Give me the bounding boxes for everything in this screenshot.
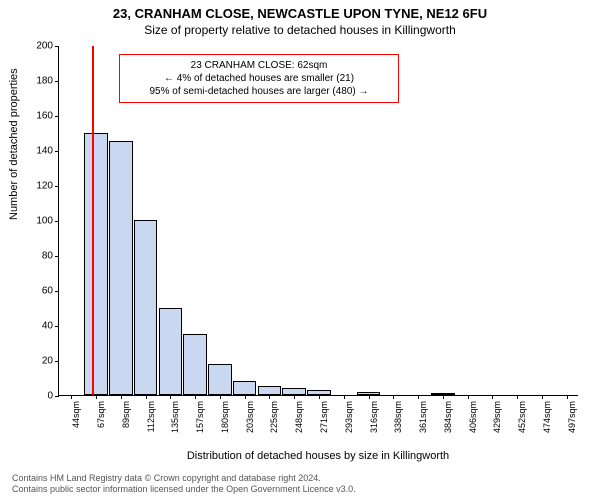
x-tick-mark — [294, 395, 295, 399]
footer-line2: Contains public sector information licen… — [12, 484, 588, 496]
x-axis-label: Distribution of detached houses by size … — [58, 450, 578, 462]
y-tick-mark — [55, 396, 59, 397]
x-tick-label: 135sqm — [170, 401, 180, 433]
x-tick-label: 157sqm — [195, 401, 205, 433]
property-marker-line — [92, 46, 94, 395]
x-tick-label: 429sqm — [492, 401, 502, 433]
x-tick-mark — [71, 395, 72, 399]
y-tick-mark — [55, 81, 59, 82]
x-tick-mark — [468, 395, 469, 399]
x-tick-mark — [418, 395, 419, 399]
y-tick-mark — [55, 291, 59, 292]
x-tick-label: 384sqm — [443, 401, 453, 433]
chart-title-sub: Size of property relative to detached ho… — [0, 21, 600, 37]
x-tick-mark — [96, 395, 97, 399]
x-tick-mark — [369, 395, 370, 399]
y-tick-mark — [55, 221, 59, 222]
y-tick-mark — [55, 186, 59, 187]
footer-attribution: Contains HM Land Registry data © Crown c… — [12, 473, 588, 496]
y-tick-mark — [55, 46, 59, 47]
x-tick-label: 293sqm — [344, 401, 354, 433]
x-tick-label: 474sqm — [542, 401, 552, 433]
y-tick-mark — [55, 256, 59, 257]
x-tick-label: 225sqm — [269, 401, 279, 433]
footer-line1: Contains HM Land Registry data © Crown c… — [12, 473, 588, 485]
x-tick-mark — [170, 395, 171, 399]
x-tick-label: 89sqm — [121, 401, 131, 428]
y-axis-label: Number of detached properties — [8, 68, 20, 220]
x-tick-label: 497sqm — [567, 401, 577, 433]
annotation-line3: 95% of semi-detached houses are larger (… — [128, 85, 390, 98]
x-tick-mark — [319, 395, 320, 399]
chart-plot-area: 23 CRANHAM CLOSE: 62sqm ← 4% of detached… — [58, 46, 578, 396]
y-tick-mark — [55, 361, 59, 362]
y-tick-mark — [55, 151, 59, 152]
x-tick-label: 180sqm — [220, 401, 230, 433]
x-tick-mark — [121, 395, 122, 399]
histogram-bar — [134, 220, 158, 395]
x-tick-label: 44sqm — [71, 401, 81, 428]
y-tick-mark — [55, 116, 59, 117]
x-tick-mark — [269, 395, 270, 399]
x-tick-mark — [517, 395, 518, 399]
histogram-bar — [109, 141, 133, 395]
x-tick-mark — [492, 395, 493, 399]
x-tick-label: 67sqm — [96, 401, 106, 428]
chart-title-main: 23, CRANHAM CLOSE, NEWCASTLE UPON TYNE, … — [0, 0, 600, 21]
x-tick-mark — [344, 395, 345, 399]
histogram-bar — [84, 133, 108, 396]
x-tick-label: 203sqm — [245, 401, 255, 433]
x-tick-mark — [245, 395, 246, 399]
histogram-bar — [282, 388, 306, 395]
x-tick-mark — [567, 395, 568, 399]
x-tick-label: 338sqm — [393, 401, 403, 433]
histogram-bar — [183, 334, 207, 395]
x-tick-mark — [393, 395, 394, 399]
histogram-bar — [233, 381, 257, 395]
x-tick-label: 452sqm — [517, 401, 527, 433]
x-tick-mark — [542, 395, 543, 399]
x-tick-label: 271sqm — [319, 401, 329, 433]
y-tick-mark — [55, 326, 59, 327]
histogram-bar — [208, 364, 232, 396]
histogram-bar — [258, 386, 282, 395]
x-tick-mark — [146, 395, 147, 399]
x-tick-label: 406sqm — [468, 401, 478, 433]
x-tick-label: 248sqm — [294, 401, 304, 433]
x-tick-mark — [195, 395, 196, 399]
annotation-line2: ← 4% of detached houses are smaller (21) — [128, 72, 390, 85]
x-tick-mark — [443, 395, 444, 399]
annotation-line1: 23 CRANHAM CLOSE: 62sqm — [128, 59, 390, 72]
x-tick-label: 361sqm — [418, 401, 428, 433]
histogram-bar — [159, 308, 183, 396]
x-tick-label: 112sqm — [146, 401, 156, 432]
x-tick-label: 316sqm — [369, 401, 379, 433]
x-tick-mark — [220, 395, 221, 399]
annotation-box: 23 CRANHAM CLOSE: 62sqm ← 4% of detached… — [119, 54, 399, 103]
